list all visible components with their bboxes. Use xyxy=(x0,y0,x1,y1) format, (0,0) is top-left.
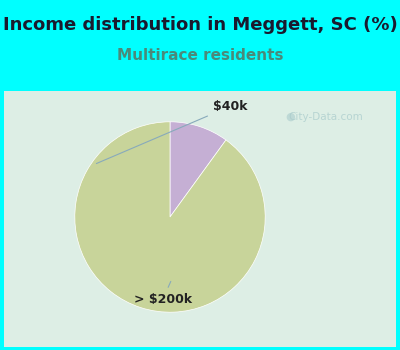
Text: $40k: $40k xyxy=(96,100,247,163)
Text: Multirace residents: Multirace residents xyxy=(117,49,283,63)
Text: ●: ● xyxy=(285,112,295,121)
Text: > $200k: > $200k xyxy=(134,281,192,306)
Wedge shape xyxy=(75,122,265,312)
Text: City-Data.com: City-Data.com xyxy=(288,112,363,121)
Text: Income distribution in Meggett, SC (%): Income distribution in Meggett, SC (%) xyxy=(3,15,397,34)
Wedge shape xyxy=(170,122,226,217)
